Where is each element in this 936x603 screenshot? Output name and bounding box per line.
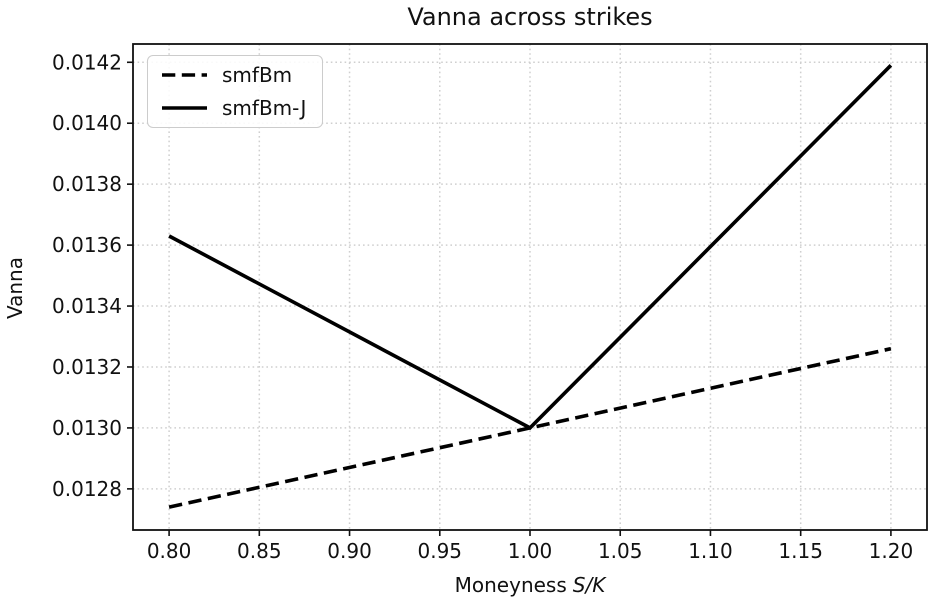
x-tick-label: 0.90 <box>327 539 372 563</box>
x-tick-label: 0.85 <box>237 539 282 563</box>
legend-line-solid-icon <box>162 106 207 111</box>
y-tick-label: 0.0130 <box>52 416 122 440</box>
y-axis-label: Vanna <box>3 257 27 319</box>
series-line-smfBm-J <box>168 64 893 431</box>
x-axis-label-text: Moneyness <box>454 573 567 597</box>
legend-item: smfBm <box>161 61 322 89</box>
x-tick-label: 1.15 <box>778 539 823 563</box>
legend-label: smfBm <box>222 62 293 87</box>
x-tick-label: 1.00 <box>508 539 553 563</box>
grid-layer <box>133 44 927 530</box>
y-tick-label: 0.0136 <box>52 233 122 257</box>
legend-item: smfBm-J <box>161 95 322 123</box>
tick-layer: 0.80 0.85 0.90 0.95 1.00 1.05 1.10 1.15 1.20 0.01… <box>52 50 913 563</box>
y-tick-label: 0.0138 <box>52 172 122 196</box>
series-layer <box>168 64 893 509</box>
x-tick-label: 1.10 <box>688 539 733 563</box>
x-tick-label: 1.20 <box>869 539 914 563</box>
y-tick-label: 0.0132 <box>52 355 122 379</box>
legend-line-dashed-icon <box>162 72 207 77</box>
y-tick-label: 0.0142 <box>52 50 122 74</box>
legend-label: smfBm-J <box>222 96 307 121</box>
x-axis-label-math: S/K <box>572 573 606 597</box>
legend: smfBm smfBm-J <box>147 55 323 128</box>
y-tick-label: 0.0140 <box>52 111 122 135</box>
x-tick-label: 1.05 <box>598 539 643 563</box>
x-tick-label: 0.95 <box>418 539 463 563</box>
y-tick-label: 0.0134 <box>52 294 122 318</box>
x-tick-label: 0.80 <box>147 539 192 563</box>
y-tick-label: 0.0128 <box>52 477 122 501</box>
x-axis-label: Moneyness S/K <box>133 573 927 597</box>
chart-title: Vanna across strikes <box>407 3 653 31</box>
